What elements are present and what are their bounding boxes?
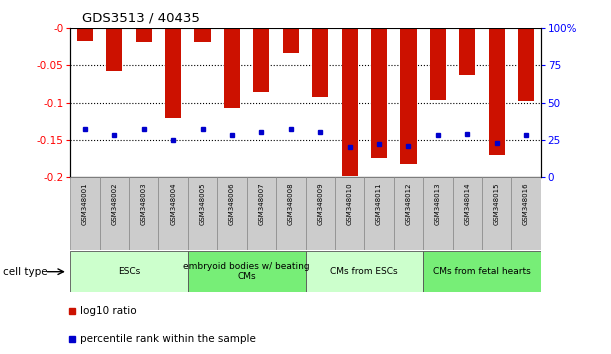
Text: GDS3513 / 40435: GDS3513 / 40435 <box>82 12 200 25</box>
Bar <box>165 28 181 118</box>
FancyBboxPatch shape <box>423 177 453 250</box>
Text: ESCs: ESCs <box>118 267 140 276</box>
Text: GSM348011: GSM348011 <box>376 183 382 225</box>
Text: GSM348014: GSM348014 <box>464 183 470 225</box>
Text: GSM348006: GSM348006 <box>229 183 235 225</box>
Bar <box>430 28 446 100</box>
FancyBboxPatch shape <box>511 177 541 250</box>
Text: GSM348009: GSM348009 <box>317 183 323 225</box>
Bar <box>224 28 240 108</box>
Bar <box>77 28 93 41</box>
FancyBboxPatch shape <box>364 177 393 250</box>
Text: embryoid bodies w/ beating
CMs: embryoid bodies w/ beating CMs <box>183 262 310 281</box>
FancyBboxPatch shape <box>306 251 423 292</box>
Bar <box>106 28 122 71</box>
Text: CMs from ESCs: CMs from ESCs <box>331 267 398 276</box>
FancyBboxPatch shape <box>482 177 511 250</box>
FancyBboxPatch shape <box>276 177 306 250</box>
Text: log10 ratio: log10 ratio <box>80 306 137 316</box>
FancyBboxPatch shape <box>100 177 129 250</box>
Bar <box>254 28 269 92</box>
FancyBboxPatch shape <box>188 251 306 292</box>
Bar <box>371 28 387 159</box>
Text: GSM348008: GSM348008 <box>288 183 294 225</box>
Text: GSM348016: GSM348016 <box>523 183 529 225</box>
Text: GSM348012: GSM348012 <box>406 183 411 225</box>
Text: cell type: cell type <box>3 267 48 277</box>
Bar <box>136 28 152 42</box>
Bar <box>518 28 534 101</box>
FancyBboxPatch shape <box>335 177 364 250</box>
FancyBboxPatch shape <box>393 177 423 250</box>
FancyBboxPatch shape <box>453 177 482 250</box>
FancyBboxPatch shape <box>423 251 541 292</box>
Bar <box>283 28 299 53</box>
FancyBboxPatch shape <box>70 177 100 250</box>
Bar <box>489 28 505 155</box>
Text: GSM348013: GSM348013 <box>435 183 441 225</box>
Text: GSM348004: GSM348004 <box>170 183 176 225</box>
Text: GSM348015: GSM348015 <box>494 183 500 225</box>
FancyBboxPatch shape <box>129 177 158 250</box>
Text: GSM348003: GSM348003 <box>141 183 147 225</box>
FancyBboxPatch shape <box>70 251 188 292</box>
Bar <box>194 28 211 42</box>
FancyBboxPatch shape <box>188 177 218 250</box>
Text: GSM348002: GSM348002 <box>111 183 117 225</box>
Bar <box>459 28 475 75</box>
Text: percentile rank within the sample: percentile rank within the sample <box>80 334 256 344</box>
Text: GSM348001: GSM348001 <box>82 183 88 225</box>
Text: GSM348007: GSM348007 <box>258 183 265 225</box>
FancyBboxPatch shape <box>218 177 247 250</box>
Text: GSM348005: GSM348005 <box>200 183 205 225</box>
Bar <box>342 28 357 176</box>
Text: CMs from fetal hearts: CMs from fetal hearts <box>433 267 531 276</box>
Text: GSM348010: GSM348010 <box>346 183 353 225</box>
FancyBboxPatch shape <box>158 177 188 250</box>
Bar <box>400 28 417 164</box>
FancyBboxPatch shape <box>247 177 276 250</box>
Bar <box>312 28 328 97</box>
FancyBboxPatch shape <box>306 177 335 250</box>
